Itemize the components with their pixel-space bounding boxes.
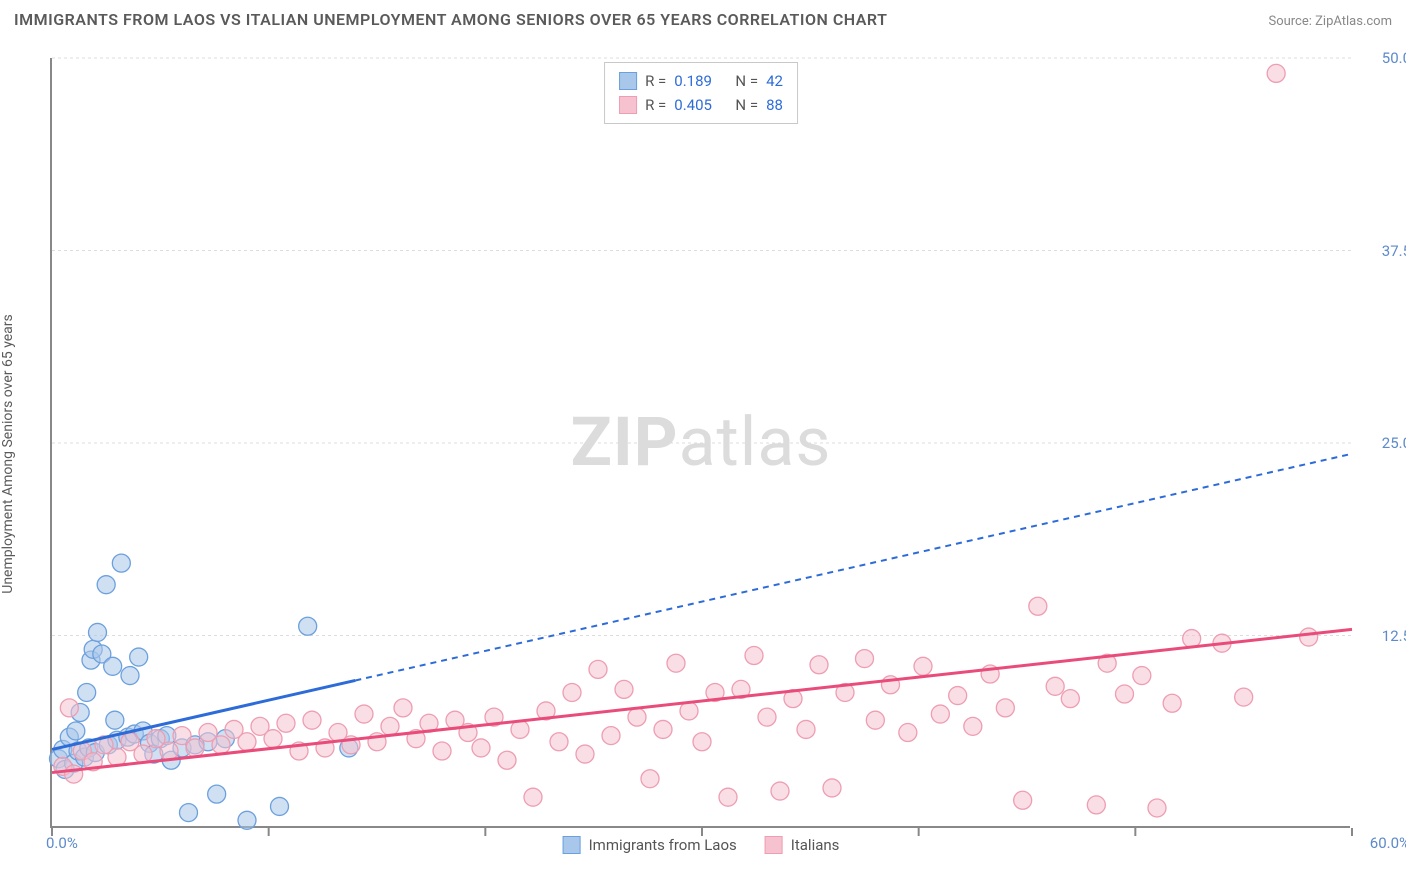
y-tick-label: 25.0% <box>1382 434 1406 452</box>
correlation-legend: R = 0.189 N = 42 R = 0.405 N = 88 <box>604 62 798 124</box>
source-attribution: Source: ZipAtlas.com <box>1268 14 1392 29</box>
legend-row-laos: R = 0.189 N = 42 <box>619 69 783 93</box>
series-legend: Immigrants from Laos Italians <box>563 836 840 854</box>
scatter-plot: ZIPatlas R = 0.189 N = 42 R = 0.405 N = … <box>50 58 1350 828</box>
legend-item-italians: Italians <box>765 836 840 854</box>
y-tick-label: 12.5% <box>1382 627 1406 645</box>
legend-swatch-icon <box>765 836 783 854</box>
legend-row-italians: R = 0.405 N = 88 <box>619 93 783 117</box>
x-tick-label: 0.0% <box>46 834 78 852</box>
x-tick-label: 60.0% <box>1370 834 1406 852</box>
legend-swatch-icon <box>563 836 581 854</box>
chart-title: IMMIGRANTS FROM LAOS VS ITALIAN UNEMPLOY… <box>14 10 887 29</box>
y-axis-label: Unemployment Among Seniors over 65 years <box>0 314 16 594</box>
plot-canvas <box>52 58 1350 826</box>
legend-item-laos: Immigrants from Laos <box>563 836 737 854</box>
legend-swatch-icon <box>619 96 637 114</box>
y-tick-label: 50.0% <box>1382 49 1406 67</box>
legend-swatch-icon <box>619 72 637 90</box>
y-tick-label: 37.5% <box>1382 242 1406 260</box>
